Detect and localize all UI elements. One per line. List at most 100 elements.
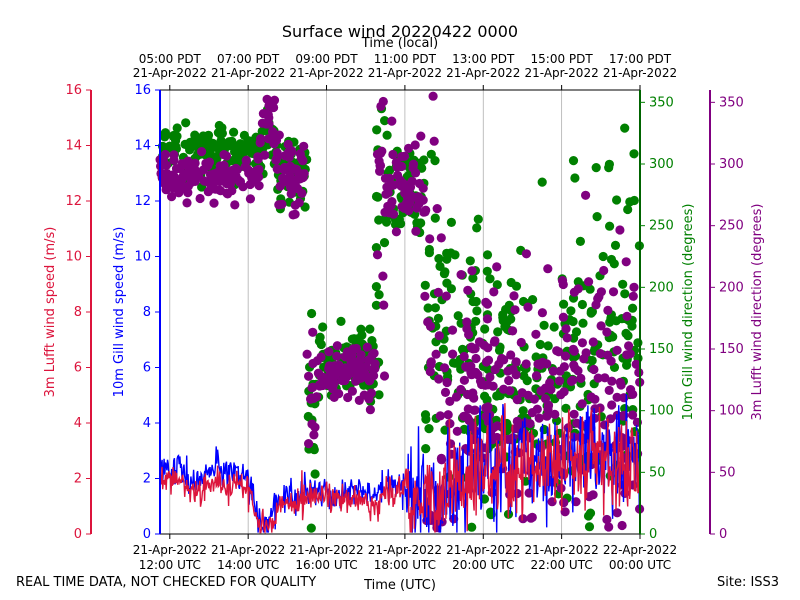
lufft-direction-point-313 <box>378 271 388 281</box>
lufft-direction-point-577 <box>615 225 625 235</box>
gill-direction-ticks: 0 50 100 150 200 250 300 350 <box>640 95 674 542</box>
gill-direction-point-421 <box>442 254 452 264</box>
lufft-direction-point-534 <box>521 249 532 259</box>
lufft-direction-point-437 <box>471 353 481 364</box>
lufft-direction-point-361 <box>383 188 393 198</box>
lufft-direction-point-669 <box>584 277 594 287</box>
lufft-direction-point-363 <box>392 162 402 172</box>
lufft-direction-point-125 <box>247 173 257 183</box>
lufft-direction-point-217 <box>304 371 314 381</box>
lufft-direction-point-212 <box>304 439 314 449</box>
lufft-direction-point-218 <box>309 430 319 440</box>
lufft-direction-point-49 <box>245 194 255 204</box>
quality-disclaimer: REAL TIME DATA, NOT CHECKED FOR QUALITY <box>16 575 317 590</box>
lufft-direction-point-109 <box>183 156 193 166</box>
gill-direction-point-666 <box>620 123 630 133</box>
gill-direction-point-138 <box>184 142 194 152</box>
lufft-direction-point-555 <box>496 354 506 365</box>
lufft-direction-point-128 <box>190 176 200 186</box>
lufft-direction-point-623 <box>608 287 619 297</box>
lufft-direction-point-512 <box>550 409 560 419</box>
lufft-direction-point-551 <box>481 411 491 422</box>
lufft-direction-point-310 <box>372 250 383 260</box>
lufft-direction-point-146 <box>269 95 280 105</box>
lufft-direction-point-126 <box>206 176 216 186</box>
lufft-direction-point-562 <box>488 381 498 391</box>
gill-direction-point-396 <box>433 313 443 323</box>
gill-direction-tick-label-1: 50 <box>649 465 666 480</box>
lufft-direction-point-374 <box>436 233 446 243</box>
lufft-direction-point-293 <box>368 365 379 375</box>
gill-direction-point-453 <box>446 217 456 227</box>
lufft-direction-point-640 <box>577 338 588 348</box>
lufft-direction-point-24 <box>230 200 240 210</box>
lufft-direction-point-485 <box>518 514 528 524</box>
gill-speed-tick-label-6: 12 <box>134 194 151 209</box>
top-tick-date-4: 21-Apr-2022 <box>446 66 520 80</box>
gill-direction-point-308 <box>371 191 382 202</box>
gill-direction-point-556 <box>506 314 516 324</box>
lufft-direction-point-673 <box>590 404 600 414</box>
lufft-direction-point-663 <box>612 392 622 402</box>
gill-direction-point-290 <box>316 339 326 350</box>
gill-direction-point-429 <box>442 278 452 288</box>
gill-speed-tick-label-1: 2 <box>143 472 151 487</box>
gill-speed-tick-label-7: 14 <box>134 139 151 154</box>
top-tick-time-2: 09:00 PDT <box>295 52 358 66</box>
gill-direction-point-353 <box>382 130 392 140</box>
bottom-tick-time-6: 00:00 UTC <box>609 558 671 572</box>
lufft-direction-point-447 <box>468 388 478 398</box>
gill-direction-point-535 <box>482 266 492 276</box>
top-tick-time-6: 17:00 PDT <box>609 52 672 66</box>
lufft-direction-point-531 <box>536 386 546 396</box>
lufft-direction-point-421 <box>456 384 466 395</box>
gill-direction-point-315 <box>374 290 384 300</box>
gill-direction-point-414 <box>471 316 481 326</box>
lufft-direction-point-407 <box>439 363 450 373</box>
lufft-direction-point-251 <box>343 392 353 403</box>
gill-direction-point-311 <box>380 116 390 126</box>
gill-direction-point-413 <box>472 306 482 316</box>
lufft-direction-point-192 <box>288 210 298 220</box>
lufft-direction-axis-label: 3m Lufft wind direction (degrees) <box>750 204 765 421</box>
lufft-direction-point-100 <box>241 163 251 173</box>
lufft-direction-point-282 <box>347 386 357 396</box>
lufft-direction-point-136 <box>219 166 229 176</box>
gill-direction-tick-label-3: 150 <box>649 342 674 357</box>
lufft-direction-point-530 <box>529 394 540 404</box>
lufft-direction-point-107 <box>190 158 200 168</box>
lufft-direction-point-452 <box>440 387 451 397</box>
lufft-direction-point-138 <box>227 186 237 196</box>
lufft-direction-point-348 <box>418 183 428 193</box>
gill-direction-point-424 <box>450 250 460 260</box>
lufft-direction-point-395 <box>420 291 430 301</box>
lufft-speed-tick-label-1: 2 <box>74 472 82 487</box>
lufft-direction-tick-label-6: 300 <box>719 157 744 172</box>
lufft-direction-point-355 <box>408 159 419 169</box>
gill-direction-tick-label-0: 0 <box>649 527 657 542</box>
gill-direction-point-446 <box>465 256 475 266</box>
lufft-direction-point-558 <box>480 380 490 390</box>
lufft-direction-tick-label-0: 0 <box>719 527 727 542</box>
gill-direction-point-260 <box>349 334 359 344</box>
gill-direction-point-659 <box>586 306 597 316</box>
lufft-direction-point-599 <box>589 364 599 375</box>
lufft-direction-point-445 <box>443 410 453 420</box>
lufft-direction-point-137 <box>229 170 239 180</box>
gill-direction-point-614 <box>611 316 621 326</box>
gill-direction-point-577 <box>620 289 630 299</box>
lufft-direction-point-597 <box>560 351 571 361</box>
gill-direction-point-636 <box>633 338 643 348</box>
lufft-direction-point-495 <box>534 413 544 423</box>
lufft-direction-point-381 <box>435 411 445 421</box>
lufft-direction-point-466 <box>510 305 520 315</box>
top-tick-time-5: 15:00 PDT <box>531 52 594 66</box>
gill-direction-point-531 <box>511 281 522 291</box>
lufft-direction-point-354 <box>383 201 393 211</box>
lufft-direction-point-130 <box>254 164 264 174</box>
lufft-direction-point-526 <box>516 337 526 348</box>
lufft-direction-point-386 <box>425 367 435 377</box>
lufft-direction-point-190 <box>280 162 290 173</box>
lufft-direction-point-670 <box>561 324 571 334</box>
